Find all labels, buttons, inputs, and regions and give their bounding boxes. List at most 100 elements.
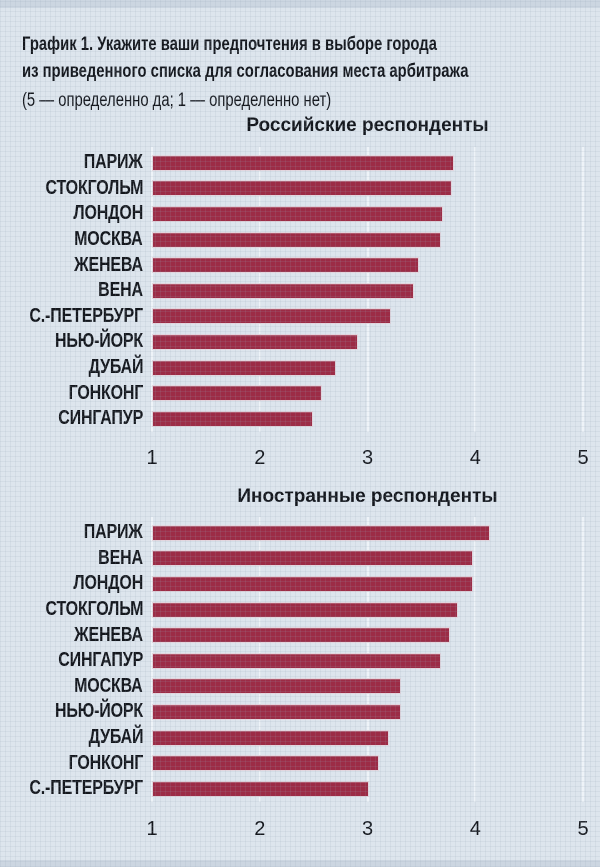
bar bbox=[152, 524, 491, 541]
bar-row: ГОНКОНГ bbox=[0, 380, 600, 406]
category-label-text: СТОКГОЛЬМ bbox=[45, 598, 143, 621]
figure-title-line1: График 1. Укажите ваши предпочтения в вы… bbox=[22, 34, 437, 55]
category-label: ВЕНА bbox=[0, 279, 152, 302]
bar bbox=[152, 678, 401, 695]
bar bbox=[152, 231, 441, 248]
bottom-edge-band bbox=[0, 860, 600, 867]
category-label: СТОКГОЛЬМ bbox=[0, 177, 152, 200]
x-axis-tick-label: 3 bbox=[361, 447, 374, 469]
category-label-text: НЬЮ-ЙОРК bbox=[55, 700, 143, 723]
bar-row: ЛОНДОН bbox=[0, 571, 600, 597]
bar-row: ВЕНА bbox=[0, 546, 600, 572]
bar-row: МОСКВА bbox=[0, 674, 600, 700]
plot-area: ПАРИЖ ВЕНА ЛОНДОН СТОКГОЛЬМ ЖЕНЕВА СИНГАПУР МО… bbox=[0, 517, 600, 802]
category-label-text: ВЕНА bbox=[98, 546, 143, 569]
category-label: С.-ПЕТЕРБУРГ bbox=[0, 305, 152, 328]
x-axis-tick-label: 4 bbox=[469, 447, 481, 469]
category-label-text: МОСКВА bbox=[74, 228, 144, 251]
bar bbox=[152, 205, 443, 222]
category-label-text: ЛОНДОН bbox=[73, 202, 143, 225]
bar bbox=[152, 652, 441, 669]
bar-row: СИНГАПУР bbox=[0, 406, 600, 432]
bar-row: ГОНКОНГ bbox=[0, 750, 600, 776]
category-label-text: С.-ПЕТЕРБУРГ bbox=[29, 777, 144, 800]
category-label-text: ЖЕНЕВА bbox=[74, 253, 143, 276]
category-label-text: НЬЮ-ЙОРК bbox=[55, 330, 143, 353]
category-label-text: ВЕНА bbox=[98, 279, 143, 302]
x-axis-tick-label: 2 bbox=[254, 447, 266, 469]
category-label-text: СТОКГОЛЬМ bbox=[45, 176, 143, 199]
bar-row: ЖЕНЕВА bbox=[0, 252, 600, 278]
category-label: ПАРИЖ bbox=[0, 521, 152, 544]
bar-row: ВЕНА bbox=[0, 278, 600, 304]
category-label: ГОНКОНГ bbox=[0, 752, 152, 775]
bar bbox=[152, 575, 474, 592]
category-label: ЛОНДОН bbox=[0, 202, 152, 225]
bar bbox=[152, 282, 414, 299]
bar-row: НЬЮ-ЙОРК bbox=[0, 699, 600, 725]
category-label: ПАРИЖ bbox=[0, 151, 152, 174]
category-label: С.-ПЕТЕРБУРГ bbox=[0, 777, 152, 800]
bar-row: С.-ПЕТЕРБУРГ bbox=[0, 304, 600, 330]
x-axis-tick-label: 1 bbox=[146, 447, 158, 469]
category-label: МОСКВА bbox=[0, 228, 152, 251]
bar-row: СТОКГОЛЬМ bbox=[0, 176, 600, 202]
category-label: СТОКГОЛЬМ bbox=[0, 598, 152, 621]
category-label-text: ГОНКОНГ bbox=[68, 751, 143, 774]
gridline bbox=[474, 517, 477, 802]
bar bbox=[152, 729, 390, 746]
figure-header: График 1. Укажите ваши предпочтения в вы… bbox=[22, 31, 594, 114]
x-axis-tick-label: 1 bbox=[146, 818, 158, 840]
category-label: ДУБАЙ bbox=[0, 726, 152, 749]
bar-row: СИНГАПУР bbox=[0, 648, 600, 674]
bar-rows: ПАРИЖ СТОКГОЛЬМ ЛОНДОН МОСКВА ЖЕНЕВА ВЕНА С.-П… bbox=[0, 147, 600, 432]
category-label-text: ЛОНДОН bbox=[73, 572, 143, 595]
category-label: МОСКВА bbox=[0, 675, 152, 698]
bar-row: ЖЕНЕВА bbox=[0, 622, 600, 648]
bar bbox=[152, 154, 454, 171]
category-label: ДУБАЙ bbox=[0, 356, 152, 379]
bar bbox=[152, 410, 313, 427]
category-label: НЬЮ-ЙОРК bbox=[0, 330, 152, 353]
bar bbox=[152, 755, 380, 772]
x-axis: 1 2 3 4 5 bbox=[0, 817, 600, 843]
category-label-text: СИНГАПУР bbox=[58, 649, 143, 672]
bar bbox=[152, 627, 451, 644]
category-label-text: СИНГАПУР bbox=[58, 407, 143, 430]
category-label-text: ДУБАЙ bbox=[88, 356, 143, 379]
bar-row: СТОКГОЛЬМ bbox=[0, 597, 600, 623]
x-axis-tick-label: 4 bbox=[469, 818, 481, 840]
category-label-text: С.-ПЕТЕРБУРГ bbox=[29, 304, 144, 327]
bar bbox=[152, 780, 369, 797]
category-label: ЖЕНЕВА bbox=[0, 624, 152, 647]
top-edge-band bbox=[0, 0, 600, 8]
bar bbox=[152, 550, 474, 567]
bar bbox=[152, 385, 323, 402]
chart-title: Иностранные респонденты bbox=[237, 486, 498, 507]
category-label: ЖЕНЕВА bbox=[0, 254, 152, 277]
x-axis-tick-label: 5 bbox=[577, 447, 589, 469]
category-label: СИНГАПУР bbox=[0, 407, 152, 430]
bar-row: ЛОНДОН bbox=[0, 201, 600, 227]
category-label-text: МОСКВА bbox=[74, 674, 144, 697]
bar-row: ДУБАЙ bbox=[0, 725, 600, 751]
category-label: НЬЮ-ЙОРК bbox=[0, 700, 152, 723]
bar bbox=[152, 601, 458, 618]
bar bbox=[152, 703, 401, 720]
bar bbox=[152, 257, 420, 274]
bar bbox=[152, 333, 358, 350]
bar-row: МОСКВА bbox=[0, 227, 600, 253]
x-axis-tick-label: 2 bbox=[254, 818, 266, 840]
figure-title-line2: из приведенного списка для согласования … bbox=[22, 61, 469, 82]
figure-subtitle: (5 — определенно да; 1 — определенно нет… bbox=[22, 90, 332, 111]
bar bbox=[152, 359, 337, 376]
bar-row: НЬЮ-ЙОРК bbox=[0, 329, 600, 355]
bar-row: ПАРИЖ bbox=[0, 150, 600, 176]
bar-rows: ПАРИЖ ВЕНА ЛОНДОН СТОКГОЛЬМ ЖЕНЕВА СИНГАПУР МО… bbox=[0, 517, 600, 802]
gridline bbox=[582, 147, 584, 432]
gridline bbox=[474, 147, 477, 432]
x-axis-tick-label: 5 bbox=[577, 818, 589, 840]
